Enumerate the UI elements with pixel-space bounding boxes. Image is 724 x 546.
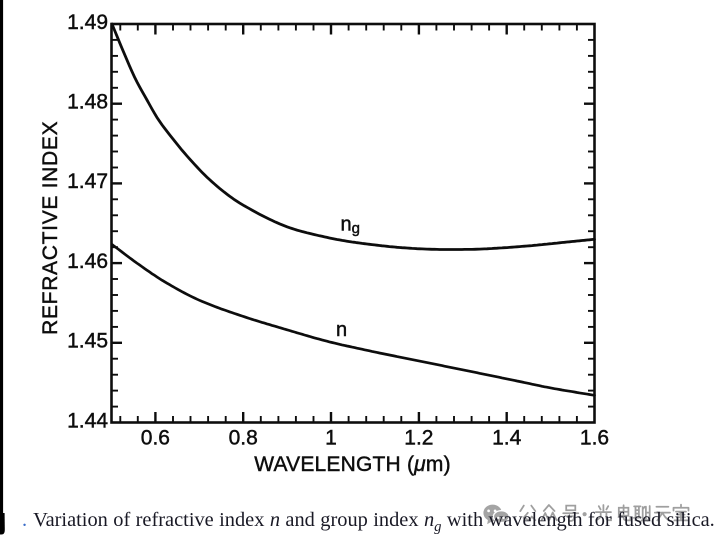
svg-text:1.2: 1.2 xyxy=(404,427,433,450)
svg-text:REFRACTIVE INDEX: REFRACTIVE INDEX xyxy=(39,121,62,335)
svg-text:1.47: 1.47 xyxy=(67,170,108,193)
svg-text:1.4: 1.4 xyxy=(492,427,522,450)
svg-text:1.49: 1.49 xyxy=(67,11,108,34)
svg-text:1.48: 1.48 xyxy=(67,91,108,114)
svg-text:1.46: 1.46 xyxy=(67,250,108,273)
svg-text:n: n xyxy=(336,319,347,341)
svg-text:0.8: 0.8 xyxy=(229,427,258,450)
svg-text:WAVELENGTH (μm): WAVELENGTH (μm) xyxy=(254,453,451,476)
svg-text:0.6: 0.6 xyxy=(141,427,170,450)
svg-text:1.45: 1.45 xyxy=(67,330,108,353)
svg-text:1: 1 xyxy=(325,427,337,450)
svg-text:1.44: 1.44 xyxy=(67,409,108,432)
svg-text:ng: ng xyxy=(341,214,360,238)
svg-text:1.6: 1.6 xyxy=(580,427,609,450)
